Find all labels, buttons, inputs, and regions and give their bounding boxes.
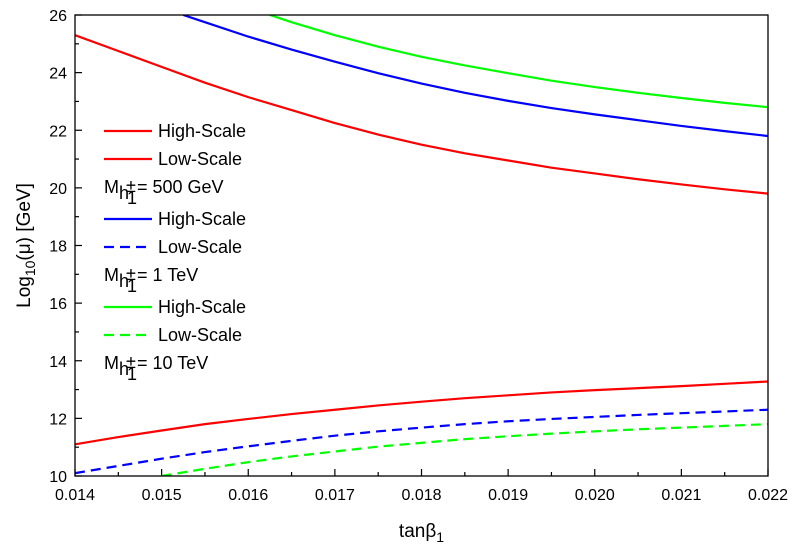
legend-label: Low-Scale (158, 237, 242, 257)
x-axis-title-subscript: 1 (436, 529, 444, 545)
x-tick-label: 0.016 (228, 487, 268, 504)
series-layer (75, 15, 768, 476)
plot-frame (74, 14, 769, 477)
legend-mass-value: = 10 TeV (137, 353, 208, 373)
legend-mass-symbol: M (104, 177, 119, 197)
legend-mass-subscript: h (119, 359, 129, 379)
y-axis-title-subscript: 10 (22, 260, 38, 276)
y-axis-title-prefix: Log (14, 276, 35, 308)
legend-mass-sub-sup: ± (126, 176, 136, 196)
y-tick-label: 22 (49, 123, 67, 140)
legend-mass-subscript: h (119, 271, 129, 291)
legend-mass-sub-sup: ± (126, 352, 136, 372)
y-tick-label: 16 (49, 296, 67, 313)
legend-mass-value: = 1 TeV (137, 265, 198, 285)
x-tick-label: 0.019 (488, 487, 528, 504)
series-line-500gev-low-scale (75, 380, 768, 446)
legend-label: High-Scale (158, 297, 246, 317)
series-line-1tev-low-scale (75, 408, 768, 475)
legend-mass-sub-sub: 1 (127, 276, 137, 296)
x-tick-label: 0.020 (575, 487, 615, 504)
legend-mass-symbol: M (104, 353, 119, 373)
x-tick-label: 0.015 (142, 487, 182, 504)
series-line-500gev-high-scale (75, 34, 768, 195)
y-tick-label: 20 (49, 181, 67, 198)
x-tick-label: 0.017 (315, 487, 355, 504)
legend-label: High-Scale (158, 121, 246, 141)
y-tick-label: 24 (49, 66, 67, 83)
legend-mass-value: = 500 GeV (137, 177, 224, 197)
axes: 0.014 0.015 0.016 0.017 0.018 0.019 0.020 0.021… (49, 8, 788, 504)
y-tick-label: 14 (49, 354, 67, 371)
x-axis-title-main: tanβ (399, 521, 436, 542)
x-tick-label: 0.022 (748, 487, 788, 504)
legend-mass-sub-sub: 1 (127, 364, 137, 384)
y-tick-label: 12 (49, 411, 67, 428)
x-tick-label: 0.014 (55, 487, 95, 504)
y-axis-title-suffix: (μ) [GeV] (14, 183, 35, 260)
legend-mass-sub-sub: 1 (127, 188, 137, 208)
legend-label: Low-Scale (158, 149, 242, 169)
legend-mass-sub-sup: ± (126, 264, 136, 284)
x-tick-label: 0.018 (401, 487, 441, 504)
legend-mass-subscript: h (119, 183, 129, 203)
series-line-10tev-high-scale (269, 15, 768, 109)
series-line-1tev-high-scale (182, 15, 768, 138)
y-tick-label: 10 (49, 469, 67, 486)
y-axis-title: Log10(μ) [GeV] (14, 183, 38, 308)
x-tick-label: 0.021 (661, 487, 701, 504)
legend-label: High-Scale (158, 209, 246, 229)
legend-mass-symbol: M (104, 265, 119, 285)
x-axis-title: tanβ1 (399, 521, 444, 545)
y-tick-label: 18 (49, 239, 67, 256)
legend-label: Low-Scale (158, 325, 242, 345)
series-line-10tev-low-scale (161, 423, 768, 476)
y-tick-label: 26 (49, 8, 67, 25)
